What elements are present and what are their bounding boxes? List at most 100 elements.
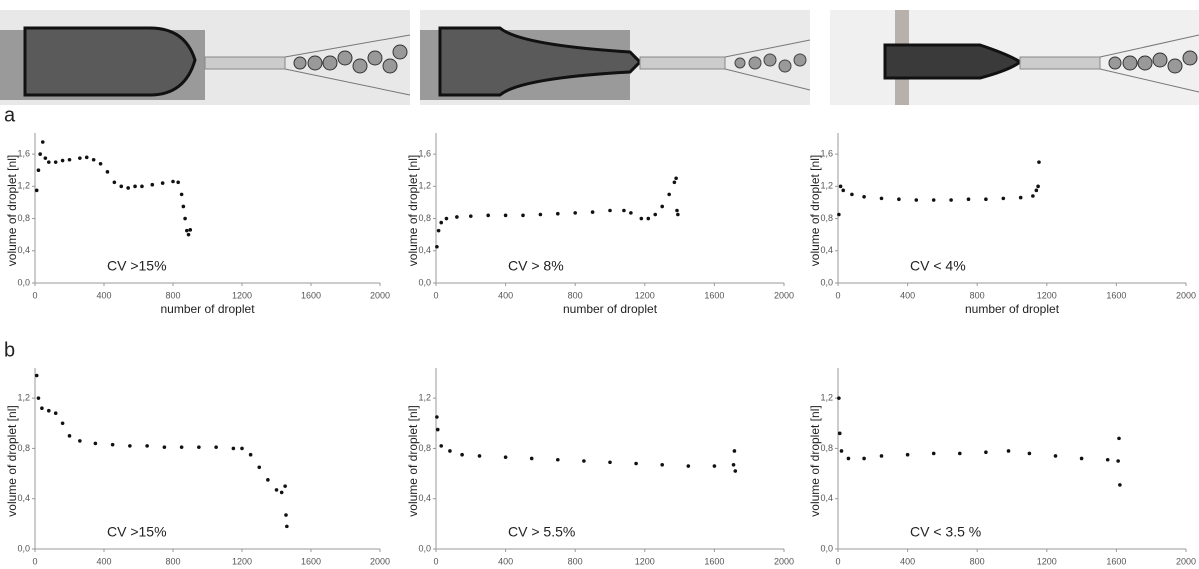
x-tick-label: 2000 bbox=[370, 290, 390, 300]
x-tick-label: 1200 bbox=[1037, 556, 1057, 566]
data-point bbox=[667, 192, 671, 197]
x-tick-label: 800 bbox=[970, 290, 985, 300]
data-point bbox=[128, 444, 132, 448]
x-tick-label: 400 bbox=[900, 556, 915, 566]
data-point bbox=[984, 197, 988, 202]
annotation: CV > 8% bbox=[508, 258, 564, 274]
x-tick-label: 1200 bbox=[635, 556, 655, 566]
data-point bbox=[186, 232, 191, 237]
y-tick-label: 0,4 bbox=[17, 245, 30, 255]
data-point bbox=[84, 155, 89, 160]
data-point bbox=[214, 445, 218, 449]
x-tick-label: 800 bbox=[568, 556, 583, 566]
micrograph bbox=[420, 10, 811, 105]
x-axis-label: number of droplet bbox=[563, 302, 658, 316]
data-point bbox=[1006, 449, 1011, 453]
data-point bbox=[1018, 195, 1023, 200]
data-point bbox=[257, 465, 262, 470]
data-point bbox=[1053, 454, 1058, 458]
data-point bbox=[38, 152, 42, 156]
x-tick-label: 0 bbox=[835, 290, 840, 300]
y-tick-label: 0,8 bbox=[820, 443, 833, 453]
data-point bbox=[274, 488, 279, 492]
data-point bbox=[60, 158, 65, 163]
data-point bbox=[171, 179, 175, 184]
annotation: CV < 3.5 % bbox=[910, 524, 981, 540]
y-tick-label: 0,8 bbox=[17, 213, 30, 223]
y-tick-label: 0,4 bbox=[418, 493, 431, 503]
data-point bbox=[140, 184, 144, 189]
data-point bbox=[197, 445, 201, 449]
data-point bbox=[162, 445, 167, 449]
data-point bbox=[732, 449, 737, 453]
data-point bbox=[672, 180, 677, 185]
data-point bbox=[949, 198, 953, 202]
data-point bbox=[43, 156, 48, 160]
data-point bbox=[1118, 483, 1122, 487]
data-point bbox=[439, 220, 444, 225]
y-tick-label: 0,0 bbox=[418, 543, 431, 553]
data-point bbox=[958, 451, 962, 456]
data-point bbox=[36, 396, 41, 400]
x-axis-label: number of droplet bbox=[965, 302, 1060, 316]
x-tick-label: 800 bbox=[165, 556, 180, 566]
data-point bbox=[503, 455, 508, 460]
data-point bbox=[686, 464, 691, 468]
data-point bbox=[448, 449, 452, 453]
data-point bbox=[486, 213, 491, 218]
data-point bbox=[862, 195, 866, 199]
data-point bbox=[91, 157, 96, 162]
data-point bbox=[646, 216, 651, 221]
y-tick-label: 0,4 bbox=[820, 245, 833, 255]
data-point bbox=[1105, 457, 1110, 462]
data-point bbox=[1031, 194, 1035, 198]
y-tick-label: 1,2 bbox=[17, 181, 30, 191]
data-point bbox=[435, 415, 439, 419]
data-point bbox=[160, 181, 165, 185]
data-point bbox=[582, 459, 586, 463]
data-point bbox=[931, 451, 936, 456]
y-tick-label: 1,6 bbox=[418, 148, 431, 158]
panel-label: a bbox=[4, 104, 16, 126]
y-tick-label: 1,6 bbox=[820, 148, 833, 158]
data-point bbox=[914, 198, 919, 202]
y-tick-label: 0,8 bbox=[820, 213, 833, 223]
y-tick-label: 0,0 bbox=[820, 277, 833, 287]
x-tick-label: 2000 bbox=[774, 290, 794, 300]
x-tick-label: 2000 bbox=[1176, 290, 1196, 300]
y-tick-label: 0,0 bbox=[418, 277, 431, 287]
x-tick-label: 800 bbox=[165, 290, 180, 300]
data-point bbox=[47, 160, 51, 164]
y-tick-label: 0,8 bbox=[418, 213, 431, 223]
data-point bbox=[34, 188, 39, 193]
panel-label: b bbox=[4, 339, 15, 361]
x-tick-label: 2000 bbox=[370, 556, 390, 566]
y-tick-label: 1,2 bbox=[17, 393, 30, 403]
data-point bbox=[1079, 456, 1084, 461]
data-point bbox=[179, 192, 184, 197]
data-point bbox=[67, 434, 72, 438]
y-tick-label: 1,2 bbox=[820, 393, 833, 403]
data-point bbox=[176, 180, 180, 185]
data-point bbox=[1001, 196, 1006, 201]
x-tick-label: 400 bbox=[96, 556, 111, 566]
y-axis-label: volume of droplet [nl] bbox=[808, 155, 822, 266]
data-point bbox=[78, 439, 82, 443]
data-point bbox=[435, 244, 439, 249]
data-point bbox=[188, 228, 193, 232]
x-tick-label: 2000 bbox=[1176, 556, 1196, 566]
data-point bbox=[879, 454, 884, 458]
data-point bbox=[608, 208, 612, 213]
data-point bbox=[879, 196, 884, 201]
data-point bbox=[573, 211, 577, 215]
y-tick-label: 0,0 bbox=[17, 543, 30, 553]
data-point bbox=[283, 484, 287, 488]
y-axis-label: volume of droplet [nl] bbox=[5, 155, 19, 266]
x-tick-label: 0 bbox=[835, 556, 840, 566]
y-tick-label: 0,8 bbox=[17, 443, 30, 453]
data-point bbox=[660, 462, 664, 467]
y-tick-label: 0,0 bbox=[820, 543, 833, 553]
data-point bbox=[183, 216, 187, 221]
data-point bbox=[846, 456, 851, 461]
